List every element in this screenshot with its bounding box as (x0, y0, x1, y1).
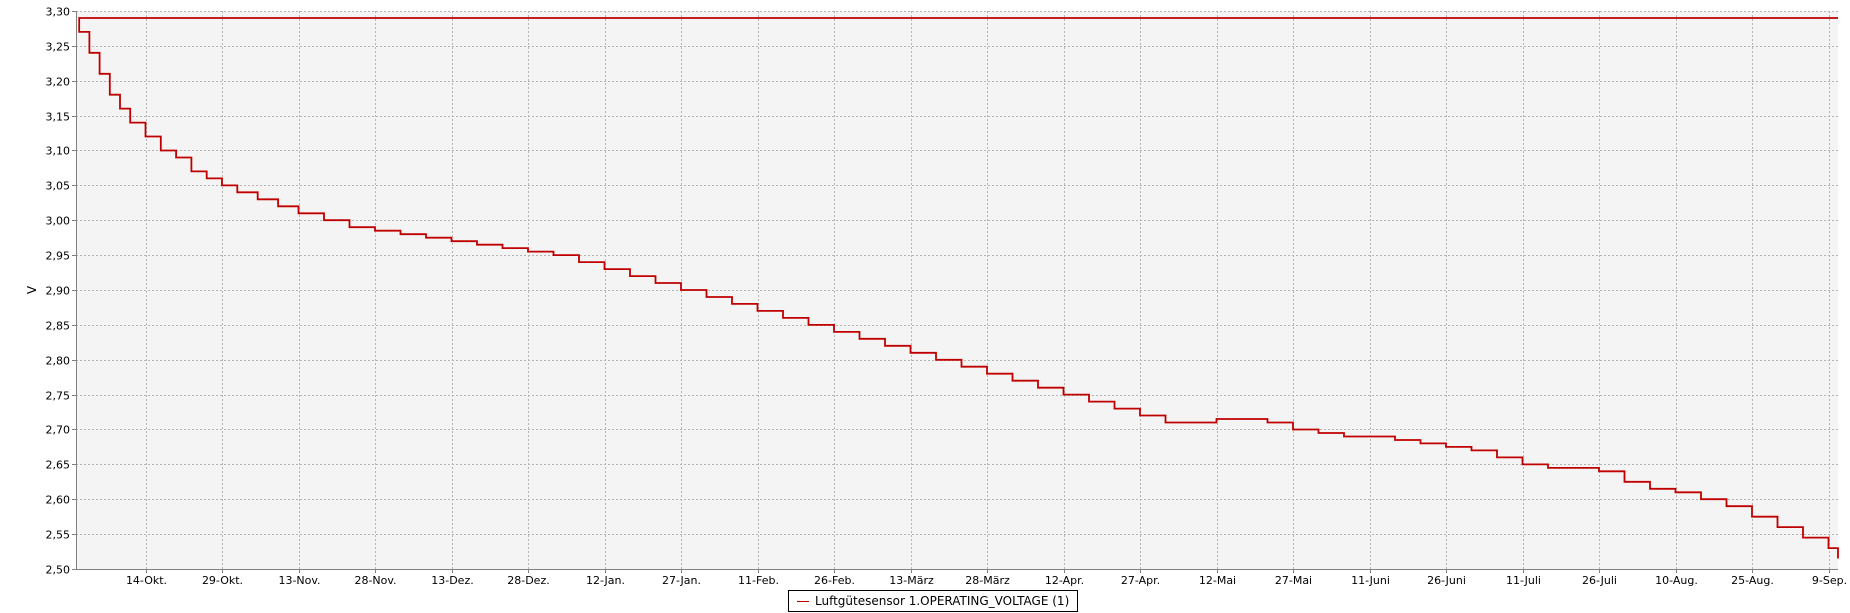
y-tick-label: 3,20 (46, 76, 71, 89)
y-tick-label: 2,55 (46, 529, 71, 542)
y-tick-label: 3,10 (46, 145, 71, 158)
x-tick-label: 29-Okt. (202, 574, 243, 587)
x-tick-label: 27-Jan. (662, 574, 701, 587)
y-tick-label: 3,15 (46, 111, 71, 124)
y-tick-label: 2,95 (46, 250, 71, 263)
y-tick-label: 3,30 (46, 6, 71, 19)
x-tick-label: 12-Mai (1199, 574, 1236, 587)
x-tick-label: 28-März (965, 574, 1010, 587)
x-tick-label: 13-Dez. (431, 574, 473, 587)
x-tick-label: 12-Apr. (1045, 574, 1084, 587)
y-tick-label: 2,90 (46, 285, 71, 298)
x-tick-label: 27-Apr. (1121, 574, 1160, 587)
y-tick-label: 3,05 (46, 180, 71, 193)
x-tick-label: 28-Nov. (354, 574, 396, 587)
x-tick-label: 11-Feb. (738, 574, 779, 587)
legend-swatch (797, 600, 809, 602)
x-tick-label: 13-Nov. (278, 574, 320, 587)
series (78, 17, 1839, 559)
y-tick-label: 2,60 (46, 494, 71, 507)
y-tick-label: 2,85 (46, 320, 71, 333)
y-axis-label: V (25, 285, 39, 294)
y-tick-label: 2,75 (46, 390, 71, 403)
y-tick-label: 2,80 (46, 355, 71, 368)
x-tick-label: 11-Juli (1506, 574, 1541, 587)
x-tick-label: 9-Sep. (1812, 574, 1847, 587)
grid (76, 11, 1838, 570)
y-tick-label: 2,50 (46, 564, 71, 577)
y-tick-label: 3,25 (46, 41, 71, 54)
y-tick-label: 2,70 (46, 424, 71, 437)
x-tick-label: 28-Dez. (507, 574, 549, 587)
axes: 2,50 2,55 2,60 2,65 2,70 2,75 2,80 2,85 2,90 2,95… (46, 6, 1848, 588)
x-tick-label: 26-Juli (1582, 574, 1617, 587)
x-tick-label: 14-Okt. (126, 574, 167, 587)
legend-label: Luftgütesensor 1.OPERATING_VOLTAGE (1) (815, 594, 1070, 608)
y-tick-label: 2,65 (46, 459, 71, 472)
x-tick-label: 26-Juni (1427, 574, 1466, 587)
x-tick-label: 13-März (889, 574, 934, 587)
x-tick-label: 25-Aug. (1731, 574, 1774, 587)
legend[interactable]: Luftgütesensor 1.OPERATING_VOLTAGE (1) (788, 590, 1079, 612)
x-tick-label: 12-Jan. (586, 574, 625, 587)
x-tick-label: 27-Mai (1275, 574, 1312, 587)
x-tick-label: 26-Feb. (814, 574, 855, 587)
y-tick-label: 3,00 (46, 215, 71, 228)
x-tick-label: 10-Aug. (1655, 574, 1698, 587)
x-tick-label: 11-Juni (1351, 574, 1390, 587)
series-line (78, 17, 1839, 559)
